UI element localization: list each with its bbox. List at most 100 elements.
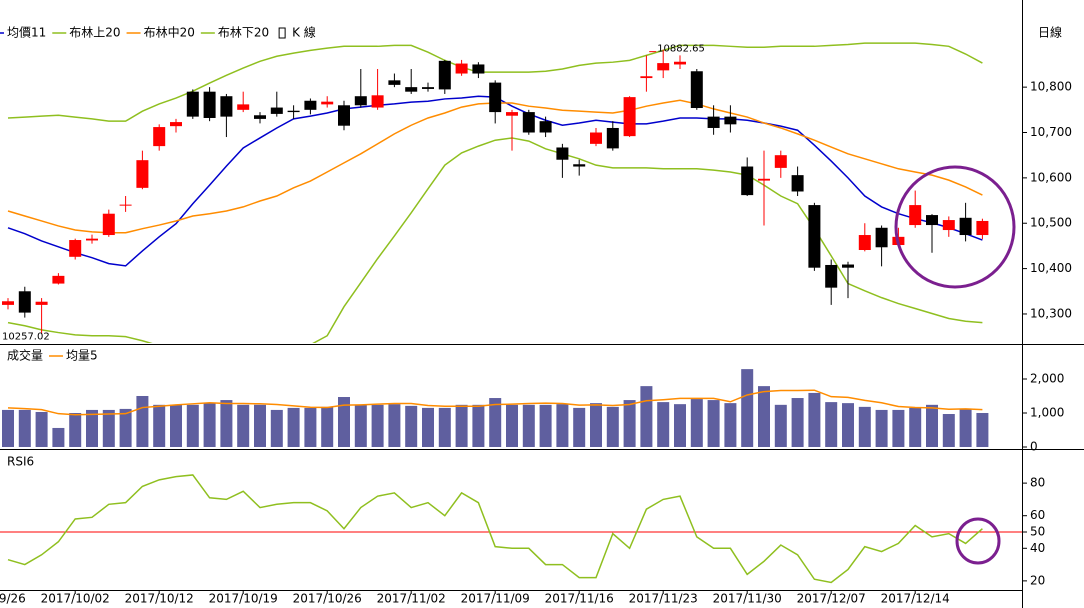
panel <box>0 474 1022 584</box>
candle-body <box>354 96 367 106</box>
volume-bar <box>808 392 821 447</box>
panel <box>2 42 989 343</box>
volume-bar <box>573 407 586 447</box>
candle-body <box>438 60 451 90</box>
volume-bar <box>875 409 888 447</box>
candle-body <box>52 275 65 284</box>
legend-label: K 線 <box>292 25 316 40</box>
candle-body <box>472 64 485 74</box>
volume-bar <box>556 404 569 447</box>
x-tick-label: 2017/11/09 <box>461 592 530 606</box>
candle-body <box>153 127 166 147</box>
volume-bar <box>959 408 972 447</box>
volume-bar <box>220 400 233 447</box>
candle-body <box>170 122 182 127</box>
candle-body <box>573 164 586 167</box>
y-tick-label: 10,800 <box>1030 80 1072 94</box>
candle-body <box>119 204 132 206</box>
volume-bar <box>657 402 670 447</box>
y-tick-label: 80 <box>1030 476 1045 490</box>
y-tick-label: 10,700 <box>1030 125 1072 139</box>
volume-bar <box>892 409 905 447</box>
volume-bar <box>724 403 737 447</box>
candle-body <box>556 147 569 160</box>
y-tick-label: 10,600 <box>1030 170 1072 184</box>
x-tick-label: 2017/11/23 <box>629 592 698 606</box>
volume-bar <box>690 399 703 447</box>
candle-body <box>18 291 31 313</box>
volume-bar <box>254 404 266 447</box>
volume-bar <box>774 404 787 447</box>
candle-body <box>909 205 922 226</box>
candle-body <box>506 112 518 116</box>
volume-bar <box>522 404 535 447</box>
candle-body <box>825 264 838 288</box>
y-tick-label: 2,000 <box>1030 371 1064 385</box>
x-tick-label: 2017/09/26 <box>0 592 26 606</box>
candle-body <box>976 220 989 236</box>
volume-bar <box>590 403 602 447</box>
volume-bar <box>287 407 300 447</box>
max-label: 10882.65 <box>657 44 705 55</box>
y-tick-label: 40 <box>1030 541 1045 555</box>
candle-body <box>220 96 233 117</box>
volume-bar <box>825 402 838 447</box>
x-tick-label: 2017/11/30 <box>713 592 782 606</box>
candle-body <box>959 217 972 236</box>
highlight-circle <box>894 165 1016 289</box>
volume-bar <box>455 404 468 447</box>
x-tick-label: 2017/10/12 <box>125 592 194 606</box>
volume-bar <box>438 407 451 447</box>
volume-bar <box>942 414 955 447</box>
candle-body <box>254 115 266 119</box>
volume-bar <box>858 406 871 447</box>
candle-body <box>791 175 804 192</box>
legend-label: RSI6 <box>7 455 34 469</box>
volume-bar <box>203 403 216 447</box>
legend-label: 成交量 <box>7 348 43 363</box>
candle-body <box>690 71 703 109</box>
volume-bar <box>741 369 754 447</box>
candle-body <box>69 240 82 257</box>
volume-bar <box>489 398 502 447</box>
candle-body <box>287 110 300 113</box>
volume-bar <box>707 400 720 447</box>
volume-bar <box>842 403 854 447</box>
volume-bar <box>270 409 283 447</box>
candle-body <box>102 213 115 236</box>
series-line <box>7 389 983 416</box>
volume-bar <box>86 409 98 447</box>
candle-body <box>86 238 98 241</box>
candle-body <box>741 166 754 196</box>
candle-body <box>606 127 619 149</box>
volume-bar <box>606 406 619 447</box>
volume-bar <box>371 404 384 447</box>
volume-bar <box>18 409 31 447</box>
candle-body <box>942 220 955 231</box>
candle-body <box>674 61 686 65</box>
volume-bar <box>354 404 367 447</box>
x-tick-label: 2017/11/02 <box>377 592 446 606</box>
volume-bar <box>136 395 149 447</box>
volume-bar <box>52 427 65 447</box>
candle-body <box>270 107 283 114</box>
volume-bar <box>237 404 250 447</box>
candle-body <box>371 95 384 108</box>
candle-body <box>522 112 535 133</box>
period-label: 日線 <box>1038 25 1062 40</box>
candle-body <box>186 91 199 117</box>
x-tick-label: 2017/10/26 <box>293 592 362 606</box>
legend-icon <box>278 27 286 39</box>
volume-bar <box>926 404 938 447</box>
volume-bar <box>472 404 485 447</box>
plot-layer: 10,300 10,400 10,500 10,600 10,700 10,800 1088… <box>0 25 1072 606</box>
candle-body <box>136 160 149 188</box>
candle-body <box>489 82 502 113</box>
volume-bar <box>321 406 334 447</box>
candle-body <box>405 87 418 92</box>
candle-body <box>35 301 48 305</box>
volume-bar <box>623 400 636 447</box>
y-tick-label: 10,300 <box>1030 306 1072 320</box>
candle-body <box>203 91 216 118</box>
series-line <box>7 474 983 584</box>
